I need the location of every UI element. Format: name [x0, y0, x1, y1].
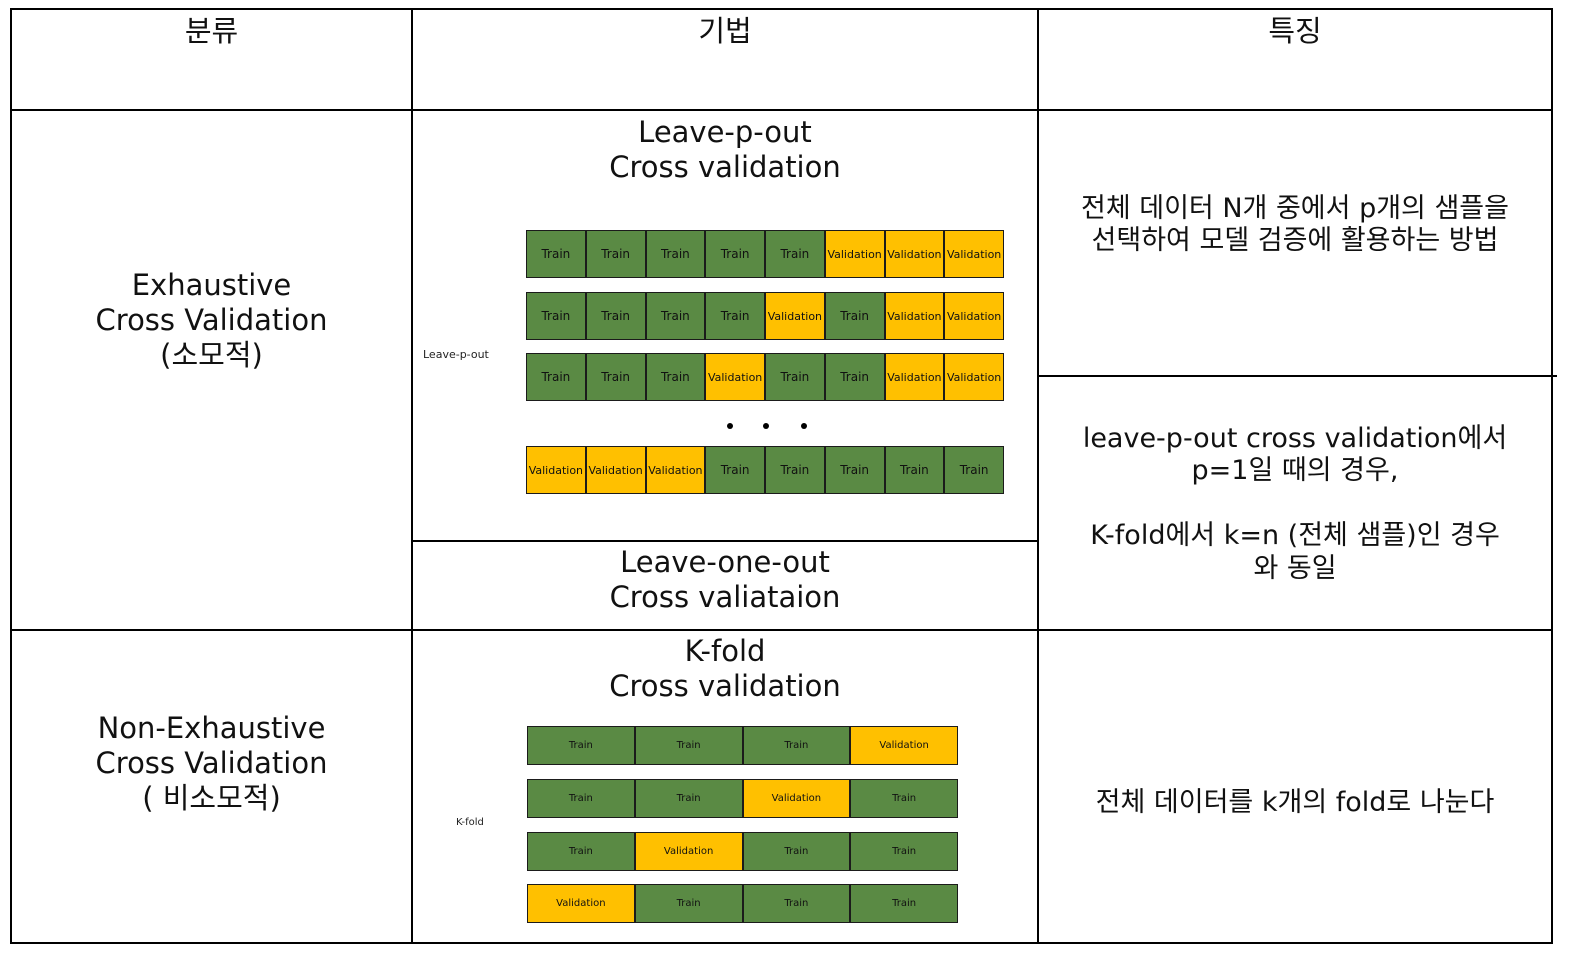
- kfold-title: K-fold Cross validation: [609, 634, 841, 703]
- train-fold: Train: [884, 446, 945, 494]
- table-left-border: [10, 8, 12, 944]
- ellipsis-dot: [763, 423, 769, 429]
- train-fold: Train: [850, 779, 958, 818]
- fold-row: Train Train Train Validation Train Train Valid…: [526, 353, 1004, 401]
- loo-title: Leave-one-out Cross valiataion: [609, 545, 841, 614]
- train-fold: Train: [705, 230, 765, 278]
- train-fold: Train: [824, 353, 885, 401]
- validation-fold: Validation: [884, 353, 945, 401]
- table-top-border: [10, 8, 1553, 10]
- fold-row: Train Train Validation Train: [527, 779, 958, 818]
- train-fold: Train: [850, 884, 958, 923]
- train-fold: Train: [634, 884, 743, 923]
- train-fold: Train: [645, 353, 706, 401]
- validation-fold: Validation: [765, 292, 825, 340]
- train-fold: Train: [765, 353, 825, 401]
- fold-row: Validation Train Train Train: [527, 884, 958, 923]
- train-fold: Train: [527, 726, 635, 765]
- loo-description: leave-p-out cross validation에서 p=1일 때의 경…: [1082, 423, 1508, 584]
- train-fold: Train: [742, 832, 851, 871]
- lpo-loo-divider: [411, 540, 1038, 542]
- train-fold: Train: [585, 230, 646, 278]
- train-fold: Train: [526, 353, 586, 401]
- train-fold: Train: [526, 230, 586, 278]
- validation-fold: Validation: [585, 446, 646, 494]
- header-category: 분류: [184, 14, 239, 48]
- table-right-border: [1551, 8, 1553, 944]
- section-divider: [10, 629, 1553, 631]
- table-bottom-border: [10, 942, 1553, 944]
- validation-fold: Validation: [944, 292, 1004, 340]
- header-feature: 특징: [1268, 14, 1322, 48]
- train-fold: Train: [824, 446, 885, 494]
- fold-row: Validation Validation Validation Train Train…: [526, 446, 1004, 494]
- train-fold: Train: [527, 779, 635, 818]
- validation-fold: Validation: [824, 230, 885, 278]
- train-fold: Train: [705, 292, 765, 340]
- train-fold: Train: [944, 446, 1004, 494]
- train-fold: Train: [765, 446, 825, 494]
- lpo-description: 전체 데이터 N개 중에서 p개의 샘플을 선택하여 모델 검증에 활용하는 방…: [1080, 193, 1509, 257]
- column-divider-2: [1037, 8, 1039, 944]
- train-fold: Train: [585, 353, 646, 401]
- ellipsis-dot: [727, 423, 733, 429]
- train-fold: Train: [634, 779, 743, 818]
- train-fold: Train: [850, 832, 958, 871]
- ellipsis-dot: [801, 423, 807, 429]
- category-exhaustive: Exhaustive Cross Validation (소모적): [95, 268, 328, 372]
- validation-fold: Validation: [884, 230, 945, 278]
- column-divider-1: [411, 8, 413, 944]
- train-fold: Train: [705, 446, 765, 494]
- train-fold: Train: [585, 292, 646, 340]
- fold-row: Train Train Train Train Validation Train Valid…: [526, 292, 1004, 340]
- train-fold: Train: [765, 230, 825, 278]
- train-fold: Train: [742, 726, 851, 765]
- header-method: 기법: [698, 14, 752, 48]
- category-non-exhaustive: Non-Exhaustive Cross Validation ( 비소모적): [95, 711, 328, 815]
- kfold-description: 전체 데이터를 k개의 fold로 나눈다: [1095, 787, 1495, 818]
- fold-row: Train Train Train Validation: [527, 726, 958, 765]
- validation-fold: Validation: [944, 230, 1004, 278]
- train-fold: Train: [645, 230, 706, 278]
- train-fold: Train: [526, 292, 586, 340]
- validation-fold: Validation: [884, 292, 945, 340]
- feature-divider: [1037, 375, 1557, 377]
- validation-fold: Validation: [850, 726, 958, 765]
- validation-fold: Validation: [944, 353, 1004, 401]
- validation-fold: Validation: [645, 446, 706, 494]
- validation-fold: Validation: [526, 446, 586, 494]
- train-fold: Train: [645, 292, 706, 340]
- validation-fold: Validation: [634, 832, 743, 871]
- header-bottom-border: [10, 109, 1553, 111]
- lpo-title: Leave-p-out Cross validation: [609, 115, 841, 184]
- fold-row: Train Train Train Train Train Validation Valid…: [526, 230, 1004, 278]
- validation-fold: Validation: [742, 779, 851, 818]
- train-fold: Train: [634, 726, 743, 765]
- train-fold: Train: [824, 292, 885, 340]
- train-fold: Train: [742, 884, 851, 923]
- fold-row: Train Validation Train Train: [527, 832, 958, 871]
- kfold-side-label: K-fold: [456, 817, 484, 828]
- lpo-side-label: Leave-p-out: [423, 348, 489, 361]
- validation-fold: Validation: [705, 353, 765, 401]
- validation-fold: Validation: [527, 884, 635, 923]
- train-fold: Train: [527, 832, 635, 871]
